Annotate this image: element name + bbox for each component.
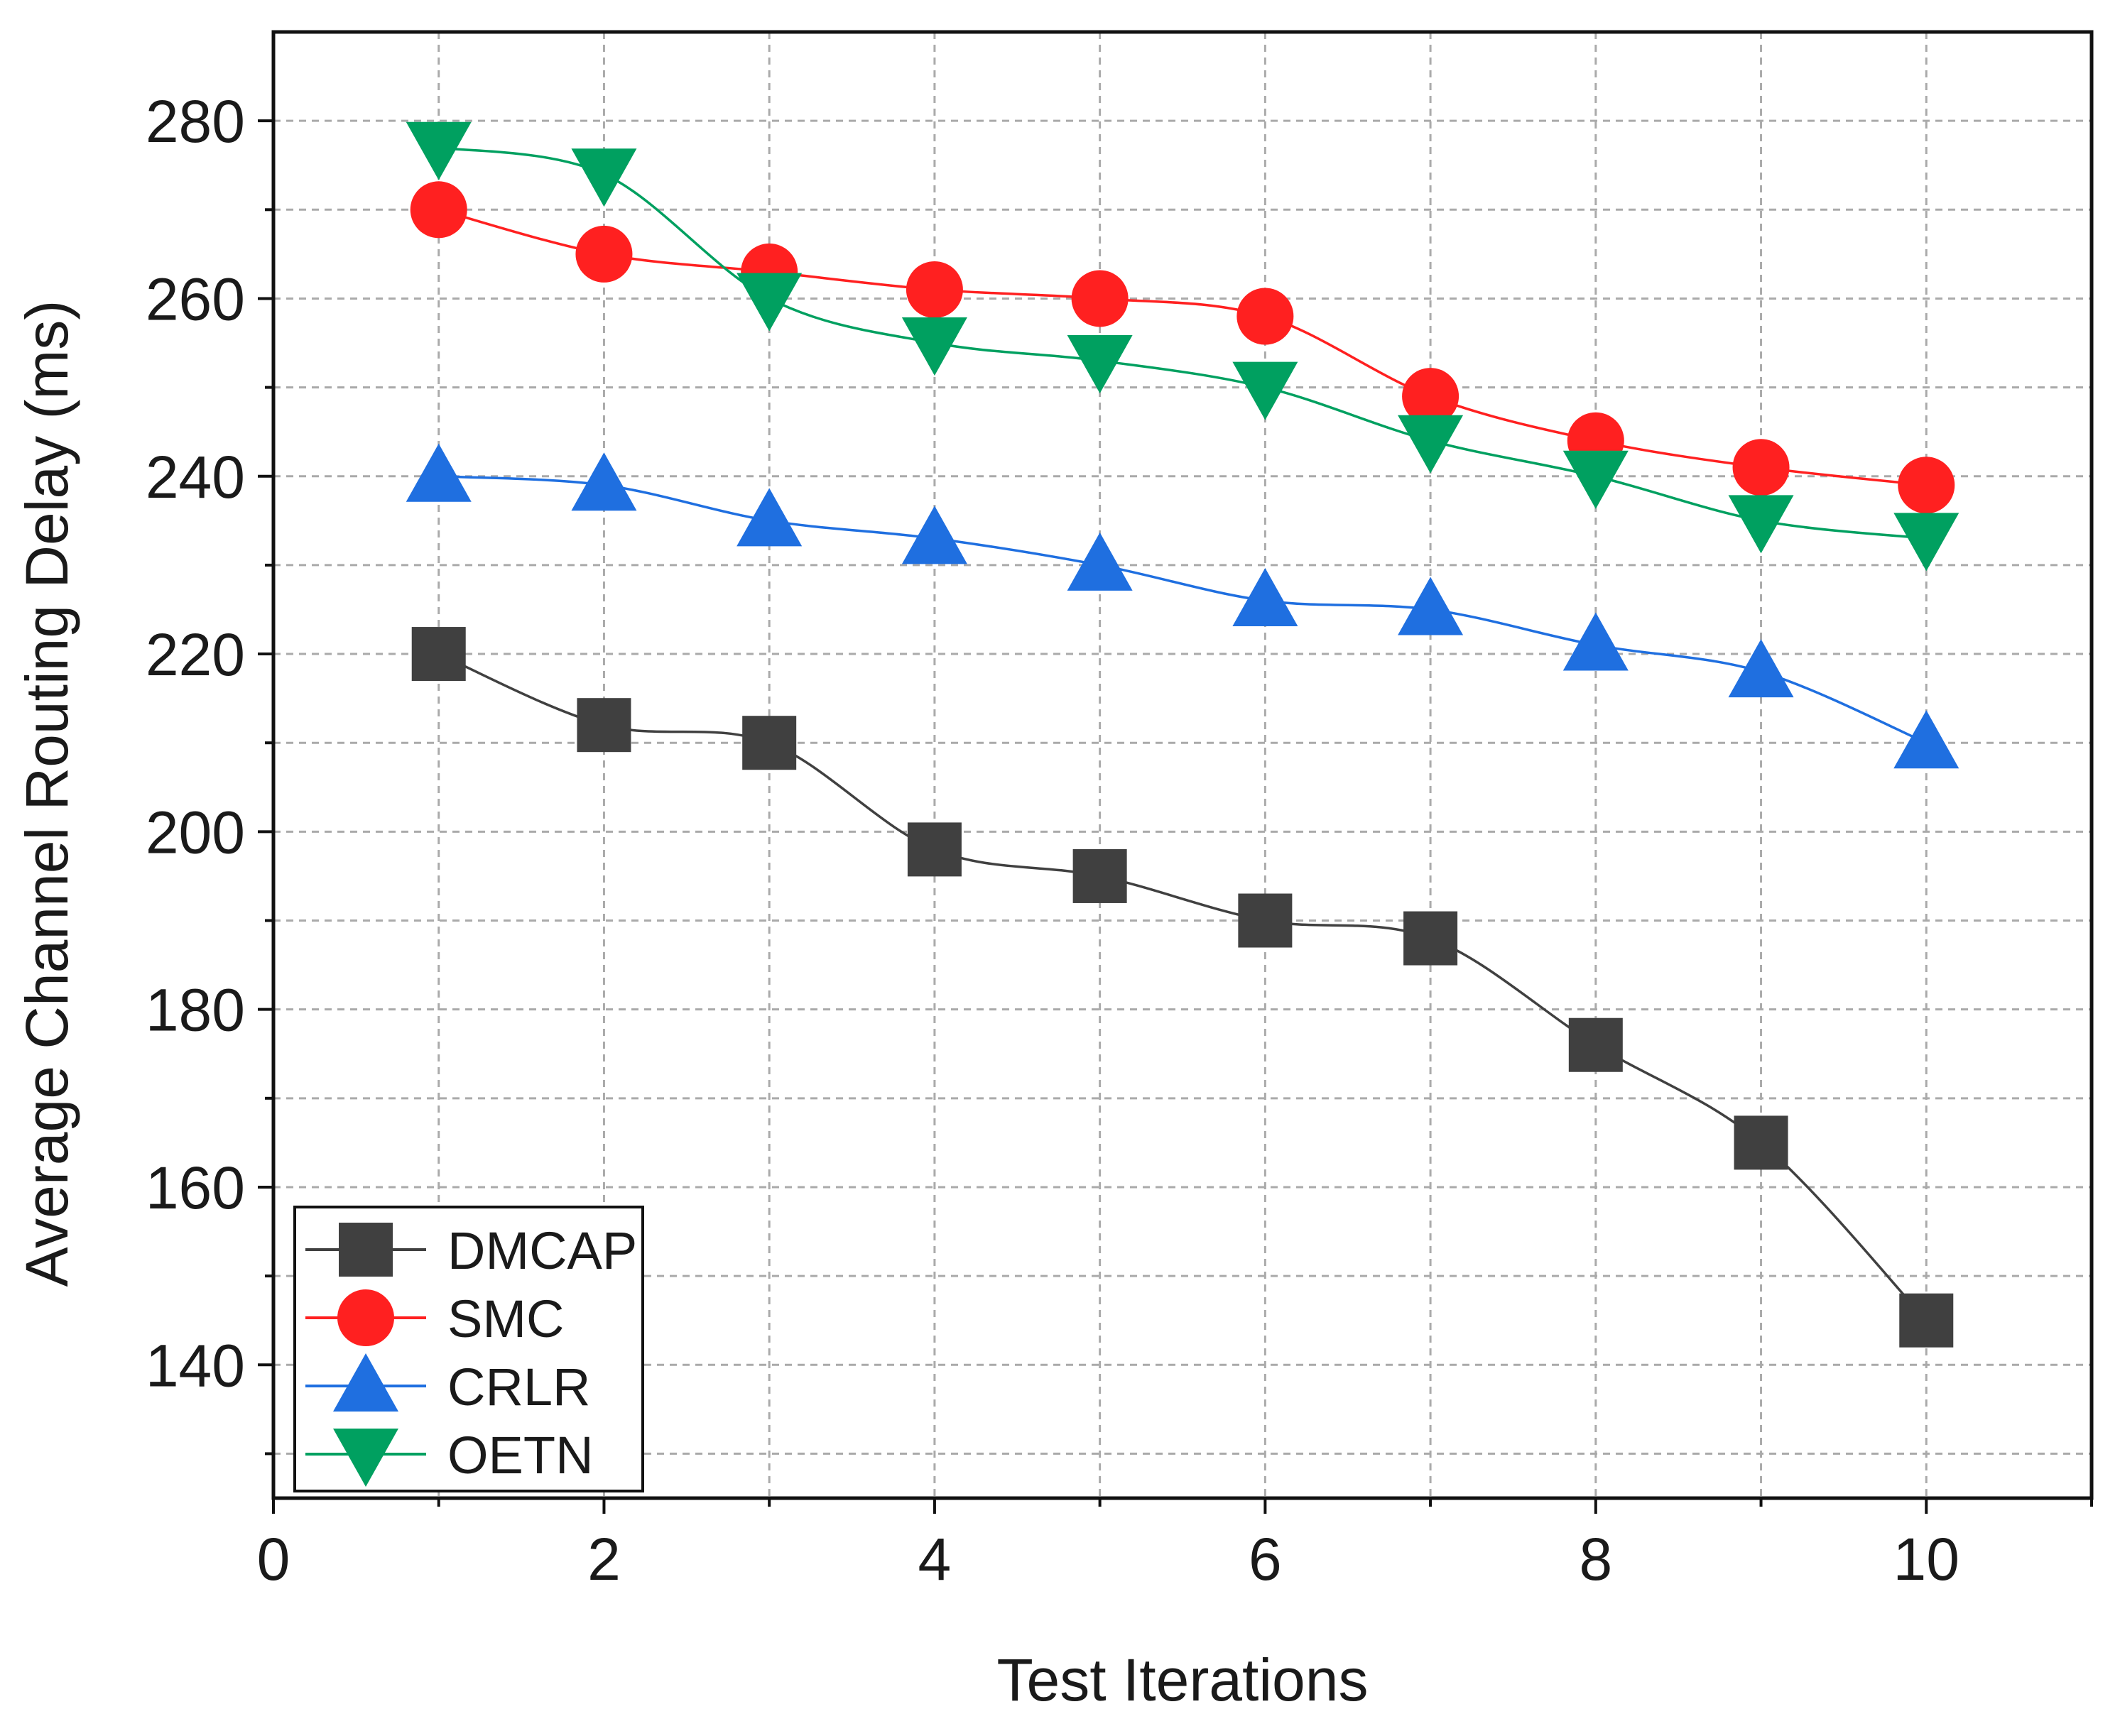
x-axis-title: Test Iterations [997, 1647, 1369, 1713]
y-tick-label: 180 [146, 977, 245, 1044]
y-tick-label: 240 [146, 444, 245, 511]
series-markers [406, 121, 1959, 1348]
data-point-oetn [1067, 335, 1133, 394]
legend-label-oetn: OETN [447, 1426, 594, 1485]
plot-frame [271, 30, 2094, 1500]
legend: DMCAP SMC CRLR OETN [293, 1206, 644, 1492]
data-point-smc [1402, 368, 1459, 425]
legend-marker-oetn [333, 1429, 398, 1487]
legend-label-dmcap: DMCAP [447, 1221, 637, 1280]
data-point-crlr [571, 452, 637, 511]
y-axis-title: Average Channel Routing Delay (ms) [13, 300, 80, 1287]
y-tick-label: 200 [146, 799, 245, 866]
data-point-oetn [1893, 513, 1959, 572]
y-tick-label: 160 [146, 1154, 245, 1221]
data-point-crlr [1728, 639, 1794, 698]
y-tick-label: 280 [146, 88, 245, 155]
data-point-crlr [1232, 567, 1298, 626]
axis-ticks: 0 2 4 6 8 10 140 160 180 200 220 240 260 280 [146, 88, 2093, 1593]
data-point-crlr [1398, 577, 1464, 635]
data-point-oetn [571, 148, 637, 207]
data-point-dmcap [907, 822, 962, 877]
data-point-oetn [1728, 495, 1794, 554]
data-point-dmcap [411, 627, 466, 682]
y-tick-label: 220 [146, 621, 245, 688]
data-point-dmcap [1403, 911, 1458, 966]
series-line-crlr [438, 475, 1927, 744]
x-tick-label: 10 [1893, 1526, 1959, 1593]
legend-marker-smc [337, 1289, 394, 1346]
data-point-crlr [1067, 532, 1133, 591]
data-point-smc [1236, 288, 1294, 345]
x-tick-label: 0 [257, 1526, 290, 1593]
data-point-dmcap [1899, 1293, 1954, 1348]
legend-label-smc: SMC [447, 1289, 564, 1348]
x-tick-label: 6 [1249, 1526, 1282, 1593]
data-point-oetn [736, 273, 803, 332]
data-point-dmcap [742, 716, 797, 770]
series-lines [438, 146, 1928, 1321]
legend-label-crlr: CRLR [447, 1358, 590, 1416]
data-point-smc [1732, 439, 1790, 496]
y-tick-label: 260 [146, 266, 245, 332]
x-tick-label: 8 [1579, 1526, 1612, 1593]
data-point-smc [1898, 457, 1955, 514]
series-line-smc [438, 208, 1927, 487]
data-point-smc [1071, 270, 1129, 327]
data-point-dmcap [1238, 893, 1293, 948]
grid-layer [273, 32, 2092, 1498]
data-point-crlr [1893, 710, 1959, 769]
series-line-oetn [438, 146, 1927, 540]
y-tick-label: 140 [146, 1332, 245, 1399]
legend-items: DMCAP SMC CRLR OETN [305, 1221, 637, 1487]
data-point-oetn [1398, 415, 1464, 474]
data-point-oetn [1562, 450, 1629, 509]
data-point-crlr [901, 506, 967, 564]
legend-marker-dmcap [339, 1223, 393, 1277]
series-line-dmcap [438, 653, 1928, 1321]
x-tick-label: 4 [918, 1526, 952, 1593]
data-point-crlr [736, 488, 803, 547]
data-point-dmcap [1072, 848, 1127, 903]
data-point-oetn [901, 317, 967, 376]
legend-marker-crlr [333, 1353, 398, 1412]
data-point-dmcap [577, 698, 631, 753]
data-point-smc [906, 261, 963, 318]
data-point-dmcap [1734, 1115, 1788, 1170]
x-tick-label: 2 [587, 1526, 621, 1593]
data-point-smc [410, 181, 467, 239]
data-point-oetn [1232, 361, 1298, 420]
data-point-crlr [406, 443, 472, 502]
data-point-oetn [406, 121, 472, 180]
data-point-dmcap [1568, 1017, 1623, 1072]
data-point-crlr [1562, 612, 1629, 671]
data-point-smc [575, 225, 633, 283]
